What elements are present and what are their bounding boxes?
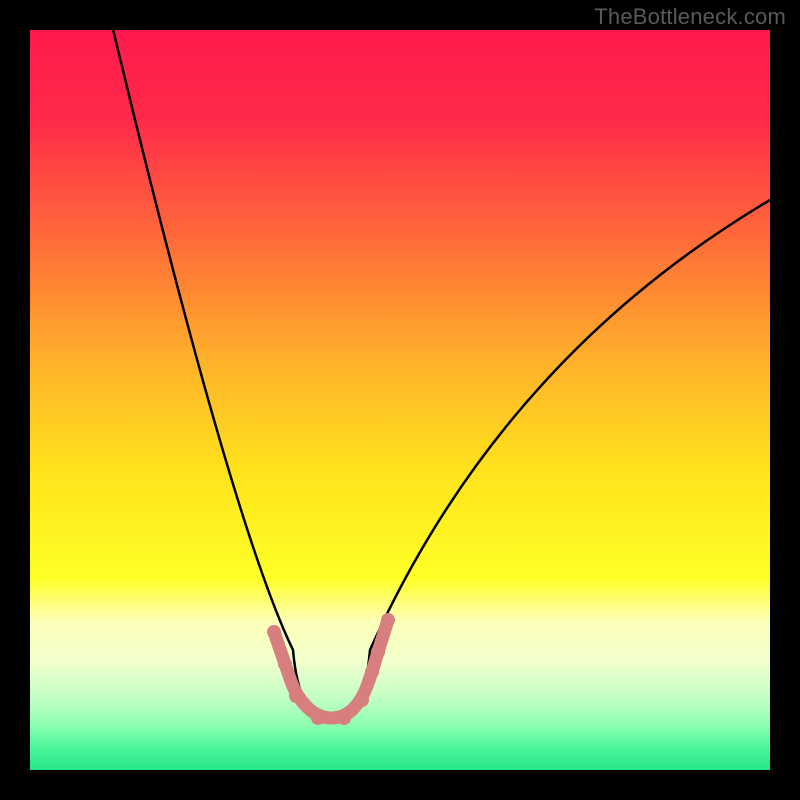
bottleneck-chart [0, 0, 800, 800]
valley-marker [267, 625, 281, 639]
frame-right [770, 0, 800, 800]
valley-marker [355, 693, 369, 707]
valley-marker [381, 613, 395, 627]
valley-marker [289, 689, 303, 703]
frame-bottom [0, 770, 800, 800]
valley-marker [278, 657, 292, 671]
valley-marker [337, 711, 351, 725]
valley-marker [371, 645, 385, 659]
frame-left [0, 0, 30, 800]
valley-marker [311, 711, 325, 725]
valley-marker [365, 665, 379, 679]
watermark-text: TheBottleneck.com [594, 4, 786, 30]
